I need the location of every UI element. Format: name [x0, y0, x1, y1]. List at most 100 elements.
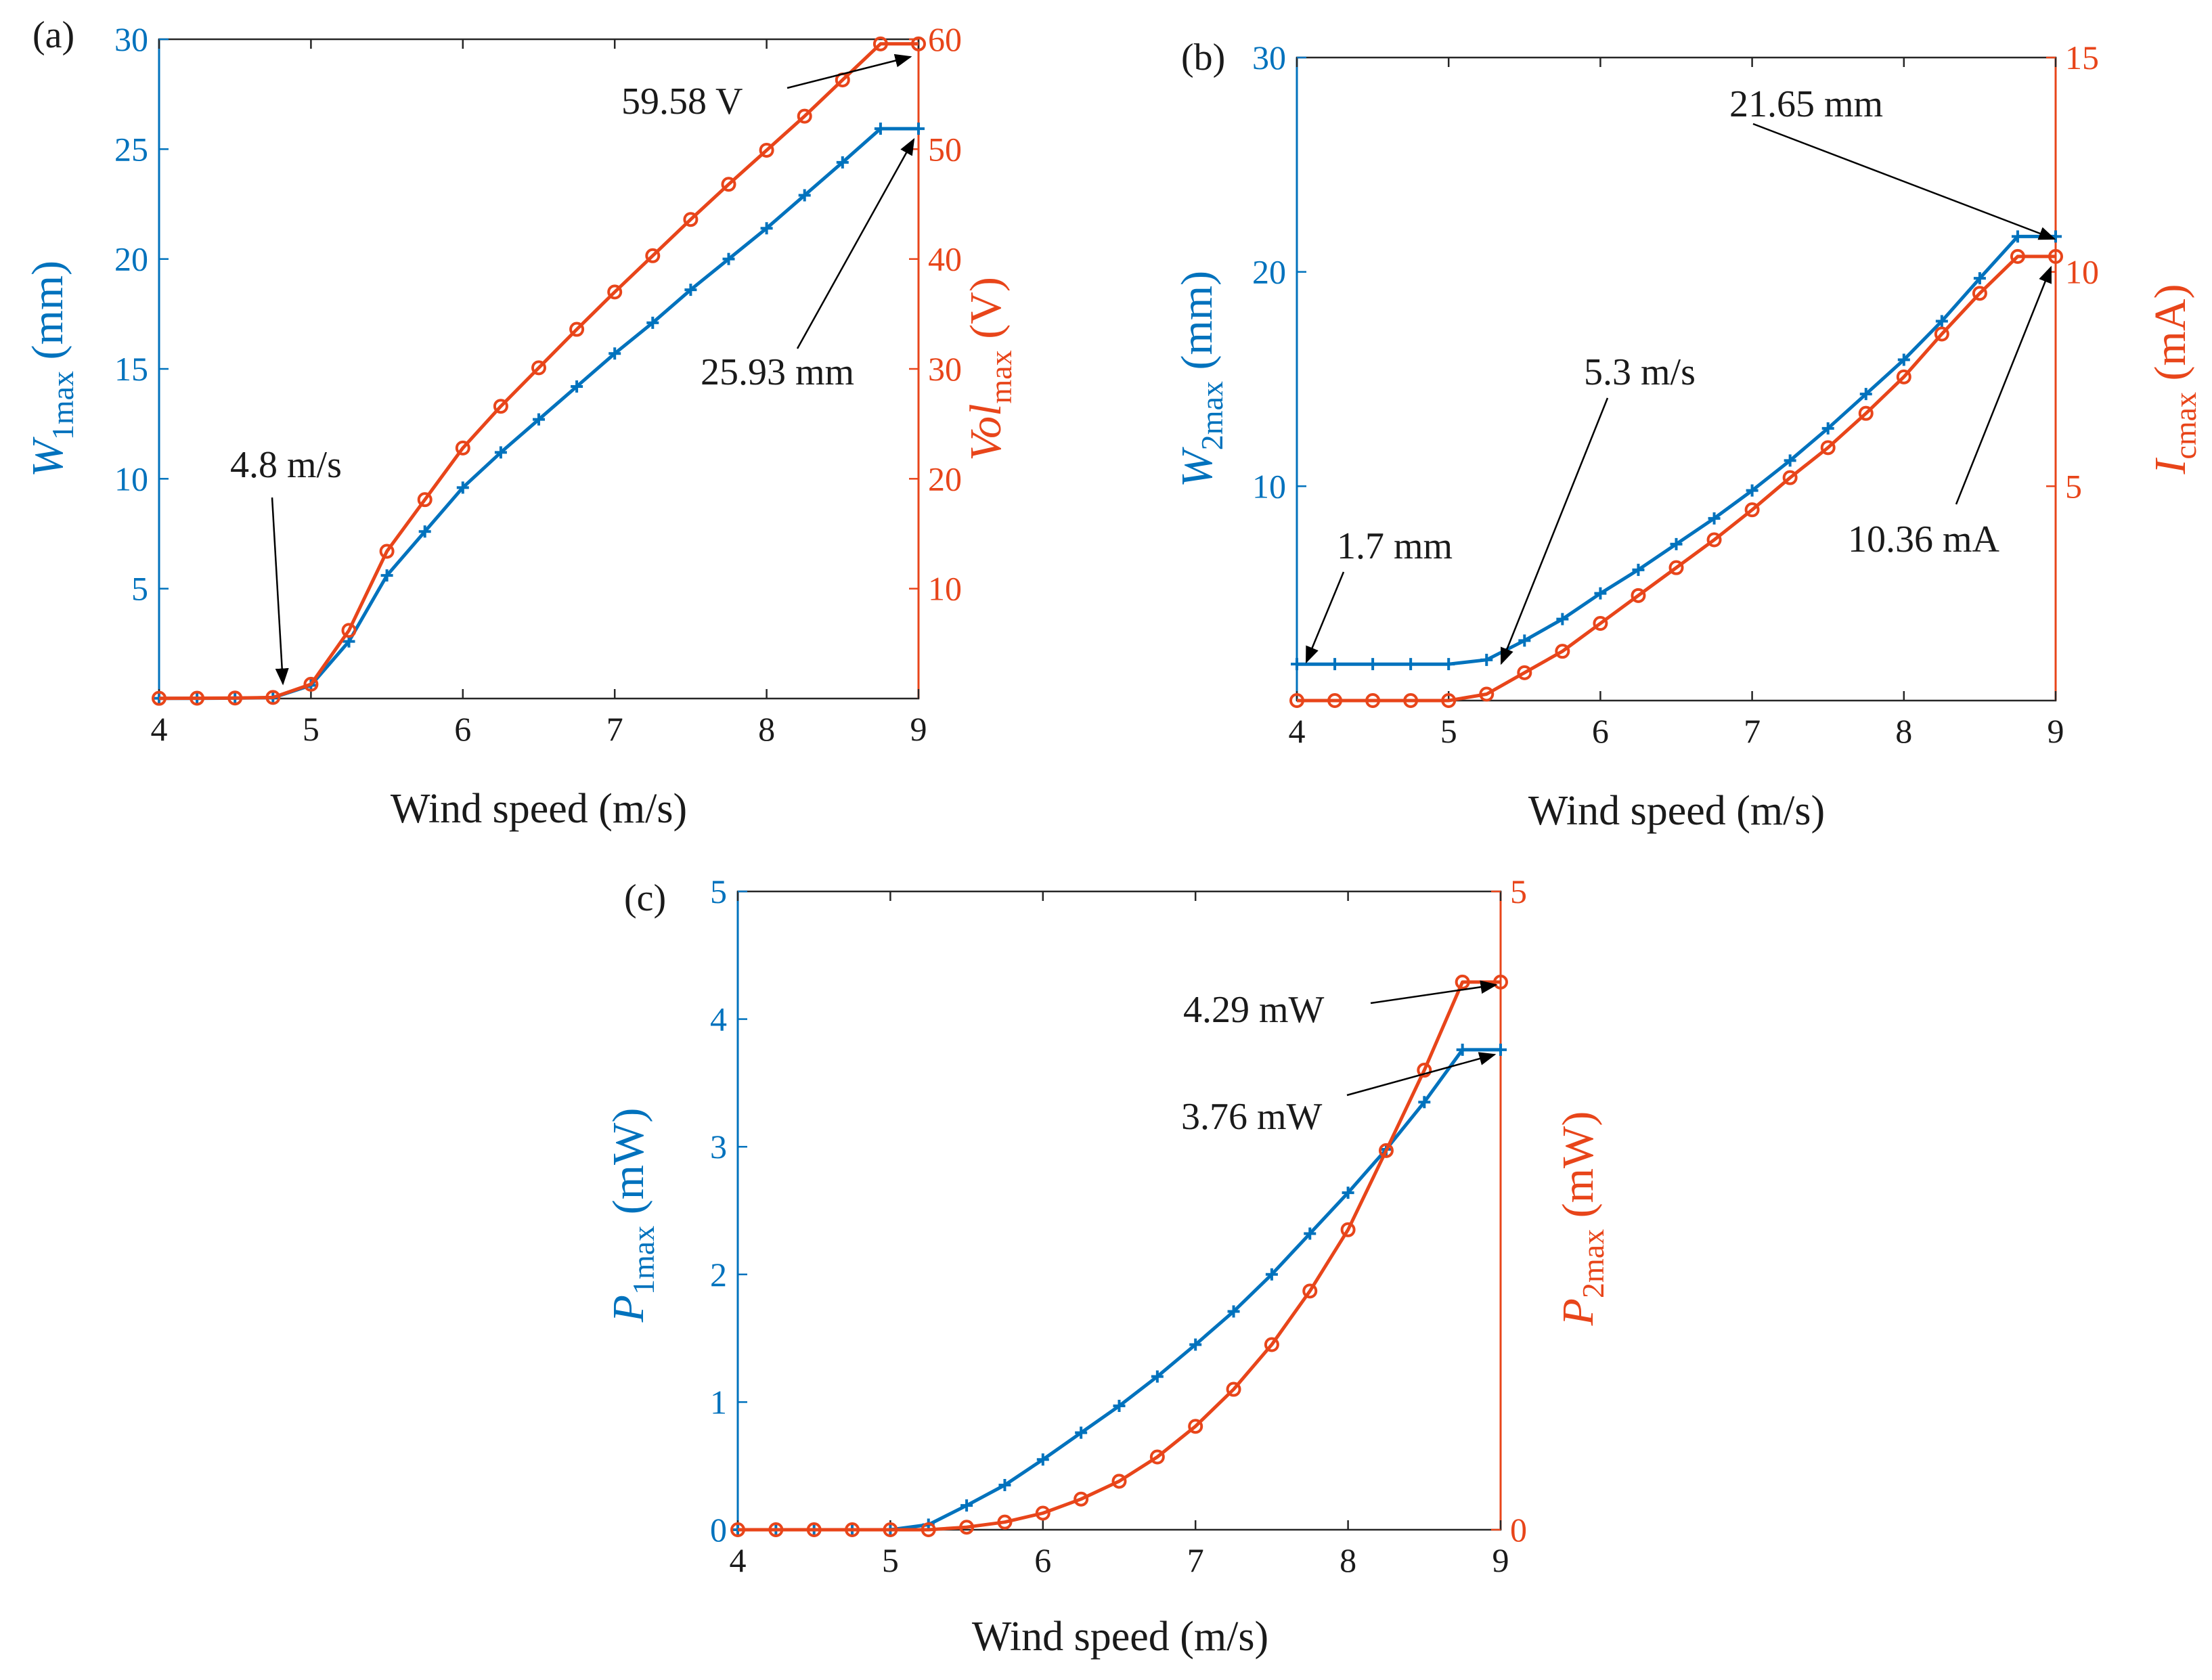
- data-point-W2max: [1784, 454, 1796, 467]
- data-point-Icmax: [1820, 440, 1836, 456]
- x-tick-label: 7: [606, 710, 623, 748]
- annotation-label: 5.3 m/s: [1584, 351, 1696, 393]
- annotation-arrow: [796, 137, 915, 349]
- chart-panel-a: 4 5 6 7 8 9 5 10 15 20 25 30 10 20 30 40 50 60 (a) Wind spe…: [23, 14, 1018, 832]
- data-point-Volmax: [227, 690, 243, 706]
- right-axis-title: Icmax (mA): [2146, 284, 2203, 474]
- left-axis-title: W1max (mm): [23, 261, 80, 477]
- data-point-P1max: [1227, 1305, 1240, 1318]
- data-point-W2max: [1708, 512, 1721, 525]
- data-point-W1max: [494, 446, 507, 459]
- left-tick-label: 25: [114, 130, 148, 168]
- data-point-Icmax: [1744, 502, 1760, 518]
- data-point-P2max: [1226, 1381, 1241, 1397]
- data-point-W2max: [2011, 230, 2024, 243]
- data-point-Icmax: [1517, 665, 1532, 680]
- right-tick-label: 10: [928, 570, 962, 608]
- data-point-Volmax: [683, 212, 699, 227]
- left-tick-label: 1: [710, 1383, 727, 1421]
- x-tick-label: 9: [910, 710, 927, 748]
- data-point-P2max: [921, 1522, 936, 1537]
- x-axis-title: Wind speed (m/s): [1528, 788, 1825, 834]
- data-point-W2max: [1556, 613, 1569, 625]
- x-tick-label: 6: [1034, 1541, 1051, 1579]
- data-point-W2max: [1670, 537, 1683, 550]
- data-point-Volmax: [911, 36, 926, 51]
- left-tick-label: 30: [1252, 39, 1286, 76]
- data-point-P2max: [1035, 1505, 1050, 1521]
- data-point-W2max: [2050, 230, 2062, 243]
- series-line-Icmax: [1297, 255, 2056, 703]
- right-tick-label: 40: [928, 240, 962, 278]
- data-point-W1max: [760, 222, 773, 235]
- data-point-Volmax: [797, 108, 812, 124]
- data-point-W2max: [1632, 563, 1645, 576]
- x-tick-label: 9: [1492, 1541, 1509, 1579]
- annotation-arrow: [1500, 397, 1609, 665]
- data-point-P2max: [768, 1522, 784, 1537]
- data-point-P1max: [1036, 1453, 1049, 1466]
- data-point-P2max: [1264, 1337, 1279, 1352]
- data-point-P1max: [1151, 1370, 1164, 1383]
- left-tick-label: 3: [710, 1128, 727, 1166]
- data-point-Volmax: [455, 440, 470, 456]
- series-line-P1max: [738, 1048, 1501, 1532]
- data-point-Volmax: [759, 142, 774, 158]
- right-tick-label: 20: [928, 460, 962, 498]
- data-point-P1max: [1075, 1426, 1088, 1439]
- data-point-P2max: [1074, 1491, 1089, 1507]
- data-point-P2max: [1417, 1063, 1432, 1078]
- data-point-P1max: [1342, 1187, 1354, 1199]
- data-point-Volmax: [645, 248, 661, 263]
- left-tick-label: 15: [114, 350, 148, 388]
- data-point-P1max: [960, 1499, 973, 1512]
- right-tick-label: 5: [1510, 872, 1527, 910]
- right-tick-label: 0: [1510, 1511, 1527, 1549]
- left-tick-label: 2: [710, 1256, 727, 1294]
- data-point-P2max: [1111, 1474, 1127, 1489]
- x-tick-label: 4: [1289, 712, 1306, 750]
- data-point-Volmax: [417, 492, 433, 508]
- data-point-Icmax: [1972, 286, 1987, 301]
- data-point-W1max: [722, 252, 735, 265]
- left-tick-label: 20: [1252, 253, 1286, 291]
- data-point-P1max: [1113, 1400, 1126, 1413]
- annotation-label: 4.8 m/s: [230, 444, 342, 486]
- x-tick-label: 4: [730, 1541, 747, 1579]
- data-point-W2max: [1973, 272, 1986, 285]
- annotation-arrow: [1346, 1052, 1497, 1097]
- annotation-arrow: [1752, 123, 2056, 240]
- left-tick-label: 30: [114, 20, 148, 58]
- data-point-W1max: [571, 380, 583, 393]
- data-point-Icmax: [1327, 693, 1343, 708]
- data-point-Icmax: [1441, 693, 1457, 708]
- data-point-W2max: [1897, 353, 1910, 366]
- data-point-Volmax: [303, 676, 319, 692]
- x-tick-label: 7: [1187, 1541, 1204, 1579]
- data-point-W2max: [1367, 658, 1379, 671]
- annotation-label: 10.36 mA: [1848, 518, 2000, 560]
- left-tick-label: 0: [710, 1511, 727, 1549]
- x-tick-label: 6: [1592, 712, 1609, 750]
- data-point-W1max: [646, 316, 659, 329]
- left-tick-label: 4: [710, 1000, 727, 1038]
- data-point-Icmax: [2048, 248, 2063, 264]
- data-point-W1max: [912, 123, 925, 135]
- data-point-Icmax: [1706, 532, 1722, 548]
- right-tick-label: 30: [928, 350, 962, 388]
- annotation-arrow: [1370, 980, 1498, 1004]
- data-point-P2max: [1340, 1222, 1356, 1237]
- data-point-W2max: [1442, 658, 1455, 671]
- data-point-P1max: [1265, 1268, 1278, 1281]
- annotation-arrow: [1955, 265, 2052, 505]
- right-axis-title: P2max (mW): [1553, 1111, 1610, 1327]
- data-point-Icmax: [1782, 470, 1798, 485]
- data-point-Icmax: [1896, 369, 1911, 384]
- x-axis-title: Wind speed (m/s): [972, 1614, 1268, 1660]
- data-point-W1max: [418, 525, 431, 538]
- x-tick-label: 5: [882, 1541, 899, 1579]
- annotation-label: 21.65 mm: [1729, 83, 1883, 125]
- x-tick-label: 5: [1440, 712, 1457, 750]
- left-tick-label: 5: [710, 872, 727, 910]
